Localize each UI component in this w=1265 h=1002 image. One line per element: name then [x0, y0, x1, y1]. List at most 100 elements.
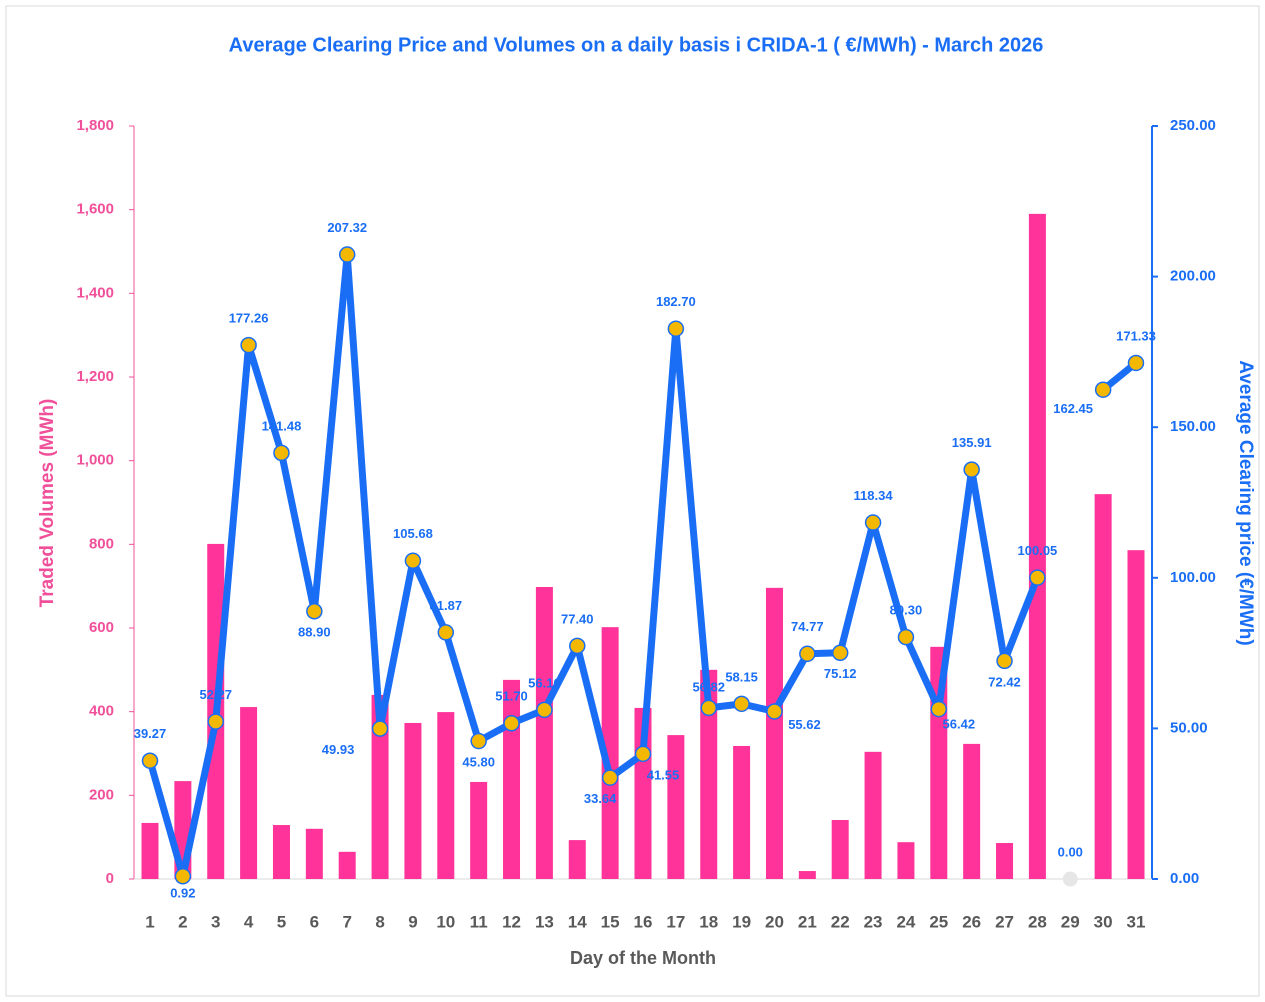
price-marker	[503, 715, 520, 732]
bar	[470, 781, 488, 879]
x-tick-label: 14	[568, 912, 587, 931]
value-label: 88.90	[298, 625, 331, 640]
y-axis-title: Traded Volumes (MWh)	[37, 399, 58, 608]
value-label: 182.70	[656, 294, 696, 309]
price-marker	[1094, 381, 1112, 398]
bar	[338, 851, 356, 879]
value-label: 58.15	[725, 669, 758, 684]
value-label: 72.42	[988, 674, 1021, 689]
price-marker	[799, 645, 816, 663]
price-marker	[240, 336, 257, 354]
price-marker	[700, 699, 717, 717]
x-tick-label: 8	[375, 912, 384, 931]
x-tick-label: 12	[502, 912, 521, 931]
price-marker	[569, 637, 586, 655]
x-tick-label: 26	[962, 912, 981, 931]
value-label: 0.00	[1058, 844, 1083, 859]
bar	[535, 587, 553, 879]
y-tick-label: 1,800	[76, 117, 114, 134]
y-tick-label: 1,400	[76, 284, 114, 301]
x-tick-label: 31	[1127, 912, 1146, 931]
y-tick-label: 1,600	[76, 201, 114, 218]
x-tick-label: 13	[535, 912, 554, 931]
x-tick-label: 20	[765, 912, 784, 931]
price-marker	[207, 713, 224, 730]
x-tick-label: 15	[601, 912, 620, 931]
price-marker	[273, 444, 290, 462]
price-marker	[930, 700, 948, 718]
price-marker	[766, 703, 783, 720]
value-label: 77.40	[561, 611, 594, 626]
x-tick-label: 28	[1028, 912, 1047, 931]
price-marker	[1029, 569, 1046, 586]
bar	[1094, 494, 1112, 879]
value-label: 56.82	[692, 679, 725, 694]
price-marker	[634, 745, 652, 763]
y-tick-label: 0	[106, 870, 114, 887]
price-marker	[1062, 871, 1078, 887]
bar	[371, 694, 389, 879]
x-axis-title: Day of the Month	[570, 948, 716, 968]
value-label: 177.26	[229, 311, 269, 326]
price-marker	[1127, 354, 1145, 372]
bar	[700, 669, 718, 879]
value-label: 45.80	[462, 754, 495, 769]
x-tick-label: 24	[896, 912, 915, 931]
bar	[601, 627, 619, 879]
x-tick-label: 27	[995, 912, 1014, 931]
price-marker	[963, 461, 980, 478]
y2-axis-title: Average Clearing price (€/MWh)	[1235, 360, 1256, 645]
x-tick-label: 21	[798, 912, 817, 931]
chart-title: Average Clearing Price and Volumes on a …	[229, 34, 1044, 56]
value-label: 135.91	[952, 435, 992, 450]
price-marker	[667, 320, 685, 337]
bar	[1028, 213, 1046, 880]
price-marker	[831, 644, 849, 661]
value-label: 74.77	[791, 619, 824, 634]
price-marker	[306, 602, 323, 620]
x-tick-label: 4	[244, 912, 254, 931]
price-marker	[864, 514, 882, 531]
price-marker	[536, 701, 553, 719]
price-marker	[601, 769, 619, 786]
x-tick-label: 25	[929, 912, 948, 931]
y2-tick-label: 200.00	[1170, 268, 1216, 285]
value-label: 118.34	[854, 488, 894, 503]
x-tick-label: 22	[831, 912, 850, 931]
price-marker	[733, 695, 750, 713]
value-label: 141.48	[262, 418, 302, 433]
price-marker	[371, 720, 389, 737]
x-tick-label: 5	[277, 912, 286, 931]
value-label: 100.05	[1018, 543, 1058, 558]
price-marker	[141, 752, 159, 769]
x-tick-label: 16	[634, 912, 653, 931]
y-tick-label: 400	[89, 703, 114, 720]
y-tick-label: 800	[89, 535, 114, 552]
y-tick-label: 600	[89, 619, 114, 636]
bar	[963, 743, 981, 879]
x-tick-label: 2	[178, 912, 187, 931]
x-tick-label: 7	[342, 912, 351, 931]
value-label: 80.30	[890, 603, 923, 618]
value-label: 55.62	[788, 717, 821, 732]
bar	[503, 679, 521, 879]
value-label: 49.93	[322, 742, 355, 757]
bar	[996, 843, 1014, 879]
x-tick-label: 23	[864, 912, 883, 931]
x-tick-label: 18	[699, 912, 718, 931]
bar	[831, 820, 849, 879]
x-tick-label: 6	[310, 912, 319, 931]
bar	[667, 735, 685, 879]
price-marker	[996, 652, 1013, 670]
x-tick-label: 10	[436, 912, 455, 931]
x-tick-label: 30	[1094, 912, 1113, 931]
x-tick-label: 11	[470, 912, 488, 931]
price-marker	[338, 246, 356, 263]
y-tick-label: 1,000	[76, 452, 114, 469]
bar	[141, 822, 159, 879]
x-tick-label: 3	[211, 912, 220, 931]
y2-tick-label: 100.00	[1170, 569, 1216, 586]
value-label: 41.55	[647, 767, 680, 782]
